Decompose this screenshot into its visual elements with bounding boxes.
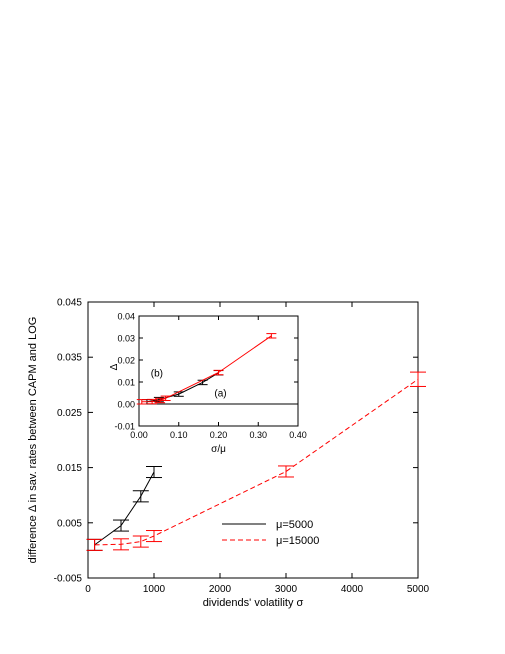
inset-series-line <box>141 335 272 403</box>
series-line <box>94 378 419 546</box>
x-tick-label: 3000 <box>275 584 298 595</box>
y-axis-title: difference Δ in sav. rates between CAPM … <box>27 317 39 564</box>
inset-y-tick-label: 0.01 <box>117 378 135 388</box>
x-tick-label: 5000 <box>407 584 430 595</box>
y-tick-label: 0.025 <box>57 408 82 419</box>
y-tick-label: 0.005 <box>57 518 82 529</box>
series-line <box>94 471 155 546</box>
inset-annotation: (a) <box>214 388 226 399</box>
x-tick-label: 4000 <box>341 584 364 595</box>
y-tick-label: 0.035 <box>57 353 82 364</box>
x-tick-label: 0 <box>85 584 91 595</box>
inset-x-tick-label: 0.30 <box>249 430 267 440</box>
y-tick-label: 0.045 <box>57 298 82 309</box>
legend-label: μ=15000 <box>276 535 319 547</box>
legend-label: μ=5000 <box>276 519 313 531</box>
inset-x-tick-label: 0.10 <box>170 430 188 440</box>
inset-x-tick-label: 0.00 <box>130 430 148 440</box>
x-tick-label: 2000 <box>209 584 232 595</box>
y-tick-label: 0.015 <box>57 463 82 474</box>
inset-y-axis-title: Δ <box>109 363 120 370</box>
inset-x-axis-title: σ/μ <box>211 444 226 455</box>
inset-y-tick-label: 0.04 <box>117 312 135 322</box>
inset-annotation: (b) <box>151 369 163 380</box>
inset-y-tick-label: -0.01 <box>114 422 135 432</box>
x-axis-title: dividends' volatility σ <box>203 597 304 609</box>
inset-y-tick-label: 0.03 <box>117 334 135 344</box>
inset-y-tick-label: 0.00 <box>117 400 135 410</box>
x-tick-label: 1000 <box>143 584 166 595</box>
inset-x-tick-label: 0.20 <box>210 430 228 440</box>
inset-y-tick-label: 0.02 <box>117 356 135 366</box>
inset-x-tick-label: 0.40 <box>289 430 307 440</box>
y-tick-label: -0.005 <box>54 574 83 585</box>
